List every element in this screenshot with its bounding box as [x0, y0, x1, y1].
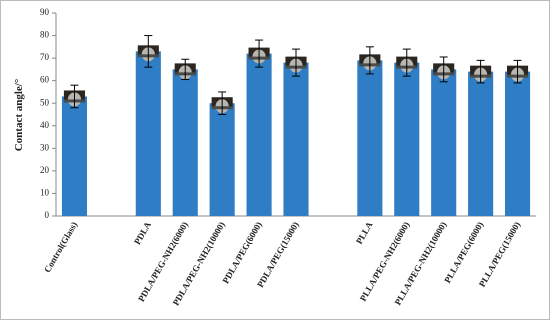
- y-tick-label: 70: [40, 52, 50, 62]
- bar: [468, 71, 494, 217]
- y-tick-label: 10: [40, 188, 50, 198]
- bar: [283, 62, 309, 216]
- y-tick-label: 20: [40, 165, 50, 175]
- bar: [357, 60, 383, 216]
- bar: [431, 69, 457, 216]
- y-tick-label: 60: [40, 75, 50, 85]
- y-axis-label: Contact angle/°: [13, 79, 25, 152]
- y-tick-label: 50: [40, 97, 50, 107]
- y-tick-label: 80: [40, 30, 50, 40]
- bar: [246, 53, 272, 216]
- bar: [504, 71, 531, 217]
- bar: [135, 51, 161, 216]
- y-tick-label: 30: [40, 142, 50, 152]
- bar: [394, 62, 420, 216]
- bar: [61, 96, 88, 216]
- y-tick-label: 0: [45, 210, 50, 220]
- bar: [209, 103, 235, 216]
- y-tick-label: 40: [40, 120, 50, 130]
- y-tick-label: 90: [40, 7, 50, 17]
- bar: [172, 69, 198, 216]
